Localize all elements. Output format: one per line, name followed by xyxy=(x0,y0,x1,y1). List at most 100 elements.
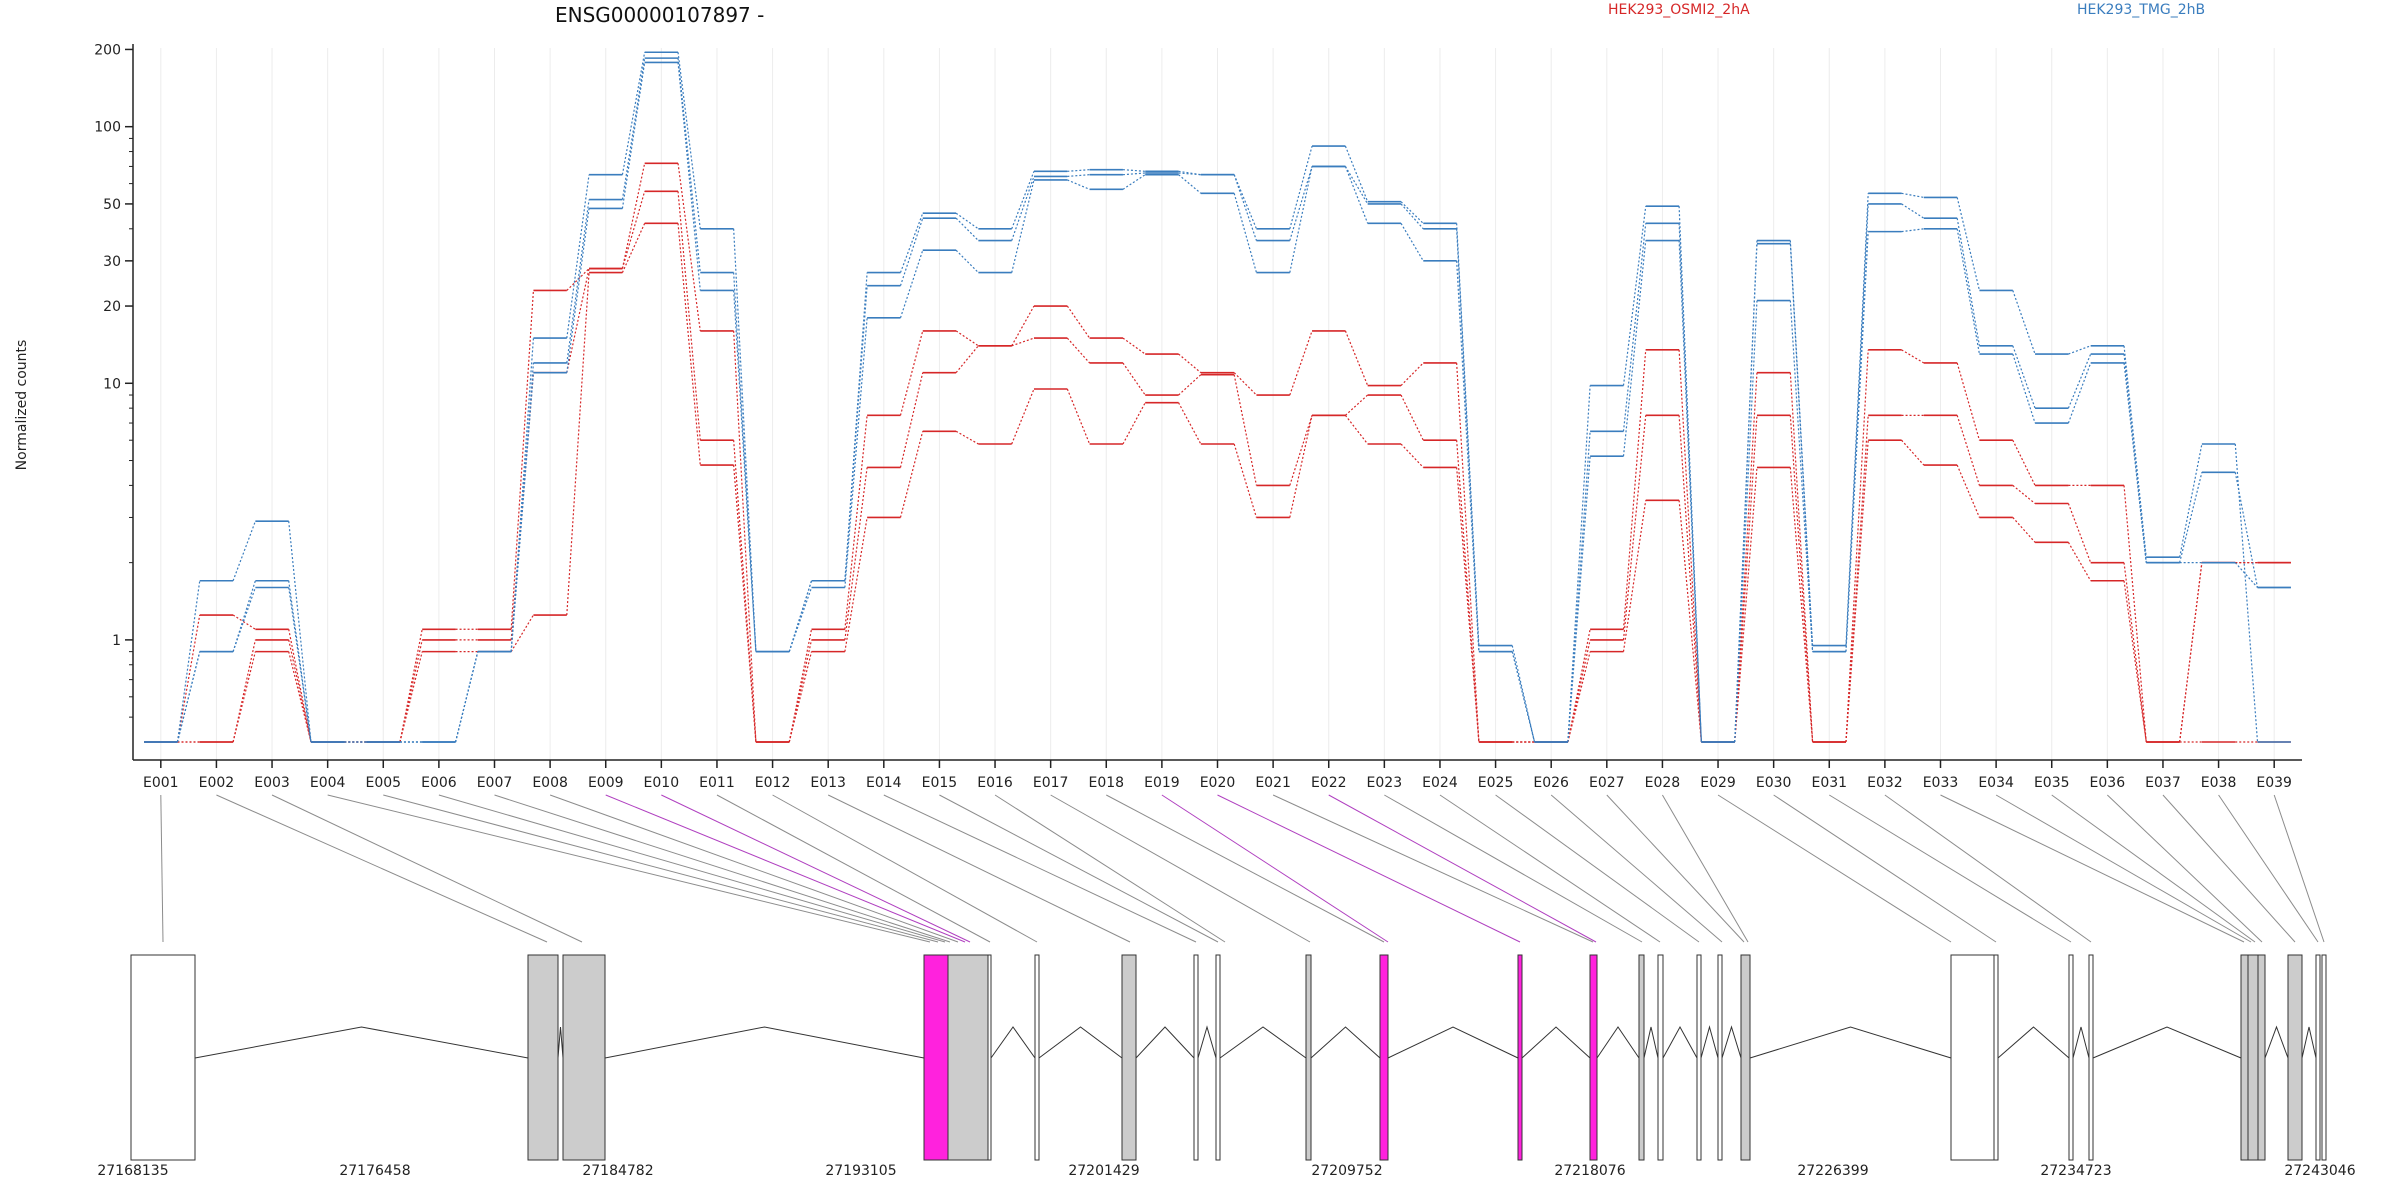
x-tick-label-e028: E028 xyxy=(1645,775,1681,791)
series-4-segment-17 xyxy=(1122,172,1146,176)
series-5-segment-8 xyxy=(621,62,646,209)
series-3-segment-6 xyxy=(510,338,535,652)
gene-model xyxy=(130,954,2327,1161)
x-tick-label-e033: E033 xyxy=(1923,775,1959,791)
connector-e020 xyxy=(1217,794,1521,943)
series-4-segment-2 xyxy=(288,580,312,743)
series-4-segment-25 xyxy=(1567,431,1591,743)
series-2-segment-34 xyxy=(2067,542,2092,582)
connector-e015 xyxy=(939,794,1219,943)
series-4-segment-15 xyxy=(1011,176,1035,241)
exon-box-20 xyxy=(1993,954,1999,1161)
series-1-segment-15 xyxy=(1011,337,1035,347)
series-5-segment-6 xyxy=(510,372,535,652)
series-2-segment-16 xyxy=(1066,388,1091,445)
x-tick-label-e009: E009 xyxy=(588,775,624,791)
series-3-segment-15 xyxy=(1011,171,1035,230)
series-3-segment-31 xyxy=(1901,192,1924,199)
series-1-segment-16 xyxy=(1066,337,1091,364)
x-tick-label-e001: E001 xyxy=(143,775,179,791)
series-2-segment-17 xyxy=(1122,402,1146,445)
x-tick-label-e031: E031 xyxy=(1811,775,1847,791)
series-2-segment-12 xyxy=(844,517,868,652)
series-3-segment-35 xyxy=(2123,345,2147,558)
genomic-tick-label-2: 27184782 xyxy=(582,1163,653,1179)
exon-box-2 xyxy=(562,954,606,1161)
connector-e034 xyxy=(1995,794,2252,943)
series-2-segment-25 xyxy=(1567,651,1591,743)
x-tick-label-e019: E019 xyxy=(1144,775,1180,791)
series-3-segment-13 xyxy=(899,213,924,273)
connector-e012 xyxy=(772,794,1038,943)
series-3-segment-32 xyxy=(1956,197,1981,291)
genomic-tick-label-3: 27193105 xyxy=(825,1163,896,1179)
series-2-segment-30 xyxy=(1845,440,1869,743)
series-0-segment-31 xyxy=(1901,349,1925,364)
series-2-segment-19 xyxy=(1233,443,1258,518)
series-2-segment-7 xyxy=(566,272,590,616)
series-5-segment-31 xyxy=(1901,228,1924,233)
exon-box-17 xyxy=(1717,954,1723,1161)
series-2-segment-15 xyxy=(1011,388,1035,445)
series-5-segment-17 xyxy=(1122,174,1146,190)
series-4-segment-30 xyxy=(1845,203,1869,652)
x-tick-label-e021: E021 xyxy=(1255,775,1291,791)
series-1-segment-12 xyxy=(844,467,868,640)
series-4-segment-14 xyxy=(955,217,979,241)
x-tick-label-e011: E011 xyxy=(699,775,735,791)
series-3-segment-16 xyxy=(1067,169,1090,172)
x-tick-label-e037: E037 xyxy=(2145,775,2181,791)
series-3-segment-20 xyxy=(1289,145,1313,229)
connector-e004 xyxy=(327,794,931,943)
connector-e023 xyxy=(1384,794,1643,943)
exon-box-26 xyxy=(2287,954,2303,1161)
series-0-segment-32 xyxy=(1956,362,1981,441)
exon-box-12 xyxy=(1517,954,1523,1161)
series-2-segment-18 xyxy=(1178,402,1202,445)
x-tick-label-e015: E015 xyxy=(922,775,958,791)
y-axis: 1 10 20 30 50 100 200 xyxy=(94,42,134,760)
intron-21 xyxy=(2072,1026,2090,1059)
series-3-segment-19 xyxy=(1233,174,1257,230)
legend-entry-osmi2: HEK293_OSMI2_2hA xyxy=(1608,2,1750,18)
series-1-segment-1 xyxy=(232,639,256,743)
x-tick-label-e010: E010 xyxy=(644,775,680,791)
y-tick-label-200: 200 xyxy=(94,42,121,58)
intron-20 xyxy=(1997,1026,2070,1059)
connector-e014 xyxy=(883,794,1197,943)
series-hek293-osmi2-2ha-2 xyxy=(144,222,2291,743)
series-3-segment-0 xyxy=(176,580,201,743)
connector-e016 xyxy=(994,794,1226,943)
connector-e006 xyxy=(438,794,946,943)
x-tick-label-e020: E020 xyxy=(1200,775,1236,791)
intron-25 xyxy=(2264,1025,2289,1059)
series-0-segment-15 xyxy=(1011,305,1035,347)
series-2-segment-27 xyxy=(1678,500,1702,743)
series-2-segment-11 xyxy=(788,651,813,743)
intron-10 xyxy=(1310,1026,1381,1059)
exon-box-11 xyxy=(1379,954,1389,1161)
series-1-segment-2 xyxy=(288,639,312,743)
series-2-segment-1 xyxy=(232,651,256,743)
x-tick-label-e032: E032 xyxy=(1867,775,1903,791)
x-tick-label-e022: E022 xyxy=(1311,775,1347,791)
series-3-segment-33 xyxy=(2012,290,2036,355)
series-3-segment-27 xyxy=(1678,206,1702,743)
x-tick-label-e034: E034 xyxy=(1978,775,2014,791)
x-tick-label-e007: E007 xyxy=(477,775,513,791)
series-4-segment-37 xyxy=(2234,472,2259,588)
series-0-segment-6 xyxy=(510,290,535,630)
series-1-segment-7 xyxy=(566,268,590,373)
series-4-segment-28 xyxy=(1734,243,1758,743)
series-5-segment-37 xyxy=(2234,562,2258,588)
exon-box-28 xyxy=(2321,954,2327,1161)
connector-e036 xyxy=(2107,794,2263,943)
series-4-segment-1 xyxy=(232,580,256,652)
y-tick-label-100: 100 xyxy=(94,120,121,136)
exon-box-9 xyxy=(1215,954,1221,1161)
genomic-tick-label-8: 27234723 xyxy=(2040,1163,2111,1179)
series-1-segment-17 xyxy=(1122,362,1146,396)
connector-e008 xyxy=(549,794,959,943)
series-1-segment-22 xyxy=(1400,394,1424,441)
